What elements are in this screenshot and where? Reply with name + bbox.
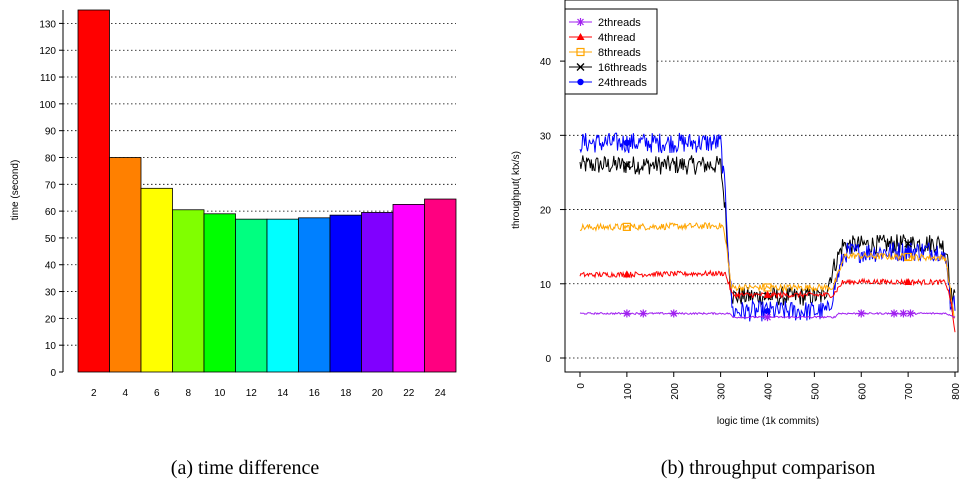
bar	[393, 204, 425, 372]
y-axis-label-b: throughput( ktx/s)	[511, 151, 522, 229]
y-tick-label: 0	[50, 368, 56, 379]
legend-b: 2threads 4thread 8threads 16threads 24thread…	[565, 9, 657, 94]
y-tick-label: 90	[45, 127, 57, 138]
x-tick-label: 22	[403, 388, 415, 399]
legend-label: 24threads	[598, 77, 647, 89]
x-tick-label: 400	[764, 383, 775, 400]
x-tick-label: 600	[857, 383, 868, 400]
bar	[141, 188, 173, 372]
y-tick-label: 100	[39, 100, 56, 111]
bar	[110, 157, 142, 372]
x-tick-label: 100	[623, 383, 634, 400]
bar	[330, 215, 362, 372]
bar	[267, 219, 299, 372]
x-tick-label: 500	[810, 383, 821, 400]
x-tick-label: 0	[576, 383, 587, 389]
x-tick-label: 6	[154, 388, 160, 399]
marker-2threads	[857, 309, 865, 317]
marker-24threads	[624, 140, 630, 146]
marker-4thread	[623, 270, 631, 277]
x-tick-label: 200	[670, 383, 681, 400]
x-tick-label: 14	[277, 388, 289, 399]
x-tick-label: 700	[904, 383, 915, 400]
bar	[425, 199, 457, 372]
y-tick-label: 50	[45, 234, 57, 245]
y-tick-label: 120	[39, 46, 56, 57]
y-tick-label: 10	[45, 341, 57, 352]
y-axis-label-a: time (second)	[10, 160, 21, 221]
x-axis-label-b: logic time (1k commits)	[717, 416, 819, 427]
y-tick-label: 20	[45, 314, 57, 325]
x-tick-label: 800	[951, 383, 960, 400]
y-tick-label: 60	[45, 207, 57, 218]
legend-label: 4thread	[598, 32, 635, 44]
marker-2threads	[639, 309, 647, 317]
x-tick-label: 12	[246, 388, 258, 399]
caption-a: (a) time difference	[171, 457, 320, 479]
marker-2threads	[890, 309, 898, 317]
legend-label: 16threads	[598, 62, 647, 74]
series-line-16threads	[580, 155, 955, 305]
x-tick-label: 300	[717, 383, 728, 400]
y-tick-label: 70	[45, 180, 57, 191]
y-tick-label: 130	[39, 19, 56, 30]
y-tick-label: 110	[40, 73, 56, 84]
y-tick-label: 80	[45, 153, 57, 164]
bar	[204, 214, 236, 372]
marker-4thread	[904, 278, 912, 285]
bar	[362, 212, 394, 372]
marker-2threads	[764, 313, 772, 321]
y-tick-label: 30	[540, 131, 552, 142]
x-tick-label: 20	[372, 388, 384, 399]
marker-2threads	[670, 309, 678, 317]
x-tick-label: 10	[214, 388, 226, 399]
bar	[236, 219, 268, 372]
series-line-4thread	[580, 271, 955, 332]
marker-2threads	[623, 309, 631, 317]
bar	[78, 10, 110, 372]
y-tick-label: 0	[545, 354, 551, 365]
bar	[173, 210, 205, 372]
series-line-8threads	[580, 223, 955, 318]
x-tick-label: 16	[309, 388, 321, 399]
legend-label: 8threads	[598, 47, 641, 59]
marker-2threads	[899, 309, 907, 317]
y-tick-label: 40	[540, 57, 552, 68]
caption-b: (b) throughput comparison	[661, 457, 875, 479]
x-tick-label: 4	[122, 388, 128, 399]
x-tick-label: 18	[340, 388, 352, 399]
x-tick-label: 8	[185, 388, 191, 399]
x-tick-label: 2	[91, 388, 97, 399]
marker-2threads	[906, 309, 914, 317]
y-tick-label: 20	[540, 206, 552, 217]
y-tick-label: 10	[540, 280, 552, 291]
y-tick-label: 40	[45, 261, 57, 272]
bar	[299, 218, 331, 372]
legend-marker-24threads	[577, 79, 583, 85]
legend-marker-2threads	[577, 18, 585, 26]
chart-throughput-comparison: 0 10 20 30 40 0 100 200 300 400 500 600 700 800 2thr…	[511, 0, 960, 479]
x-tick-label: 24	[435, 388, 447, 399]
legend-label: 2threads	[598, 17, 641, 29]
y-tick-label: 30	[45, 288, 57, 299]
